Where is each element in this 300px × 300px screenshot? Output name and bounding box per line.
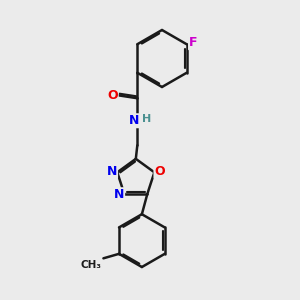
Text: F: F xyxy=(189,36,197,49)
Text: O: O xyxy=(154,165,165,178)
Text: CH₃: CH₃ xyxy=(81,260,102,270)
Text: H: H xyxy=(142,114,152,124)
Text: N: N xyxy=(114,188,124,201)
Text: N: N xyxy=(107,165,117,178)
Text: O: O xyxy=(107,89,118,102)
Text: N: N xyxy=(128,114,139,127)
